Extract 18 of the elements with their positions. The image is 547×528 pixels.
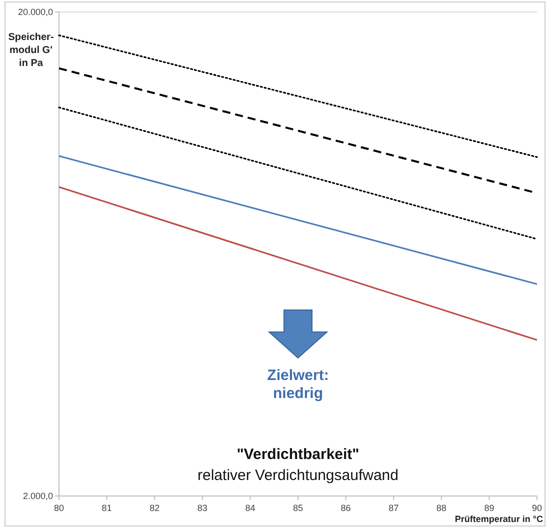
x-tick-label: 82 — [150, 503, 160, 513]
text: relativer Verdichtungsaufwand — [198, 467, 398, 484]
y-axis-title: Speicher- modul G' in Pa — [8, 32, 54, 69]
x-tick-label: 85 — [292, 503, 304, 513]
x-axis-title: Prüftemperatur in °C — [454, 514, 544, 524]
x-tick-label: 89 — [484, 503, 494, 513]
y-tick-label: 2.000,0 — [22, 491, 53, 501]
x-tick-label: 87 — [388, 503, 399, 513]
text: "Verdichtbarkeit" — [236, 446, 360, 463]
x-tick-label: 84 — [245, 503, 256, 513]
annotation: Zielwert: niedrig — [267, 367, 329, 402]
x-tick-label: 88 — [436, 503, 446, 513]
x-tick-label: 90 — [532, 503, 542, 513]
x-tick-label: 80 — [54, 503, 64, 513]
x-tick-label: 86 — [340, 503, 351, 513]
x-tick-label: 83 — [197, 503, 208, 513]
x-tick-label: 81 — [102, 503, 112, 513]
y-tick-label: 20.000,0 — [18, 7, 53, 17]
